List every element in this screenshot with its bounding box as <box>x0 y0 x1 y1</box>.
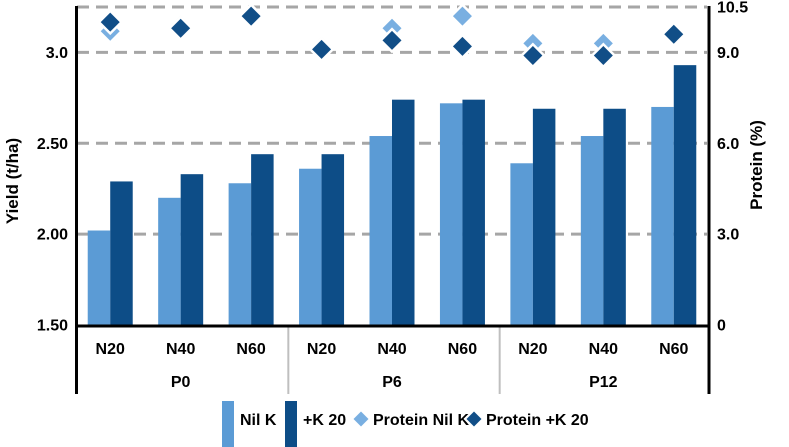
n-category-label: N20 <box>518 341 547 358</box>
right-axis-tick-label: 6.0 <box>717 136 739 153</box>
n-category-label: N60 <box>236 341 265 358</box>
p-group-label: P12 <box>589 374 618 391</box>
n-category-label: N20 <box>307 341 336 358</box>
right-axis-tick-label: 3.0 <box>717 227 739 244</box>
left-axis-tick-label: 3.0 <box>46 45 68 62</box>
bar-plus-k-20 <box>110 181 133 325</box>
left-axis-tick-label: 2.50 <box>37 136 68 153</box>
marker-protein-plus-k-20 <box>171 18 191 38</box>
bar-plus-k-20 <box>532 108 556 325</box>
bar-nil-k <box>228 183 252 325</box>
n-category-label: N40 <box>166 341 195 358</box>
right-axis-title: Protein (%) <box>747 120 766 210</box>
marker-protein-plus-k-20 <box>452 36 472 56</box>
marker-protein-plus-k-20 <box>100 12 120 32</box>
p-group-label: P0 <box>171 374 191 391</box>
bar-plus-k-20 <box>462 99 485 325</box>
bar-nil-k <box>158 197 181 325</box>
p-group-label: P6 <box>382 374 402 391</box>
bar-plus-k-20 <box>321 154 345 325</box>
bar-plus-k-20 <box>392 99 415 325</box>
right-axis-tick-label: 10.5 <box>717 0 748 17</box>
bar-nil-k <box>299 168 322 325</box>
left-axis-title: Yield (t/ha) <box>3 138 22 224</box>
n-category-label: N20 <box>96 341 125 358</box>
bar-plus-k-20 <box>180 174 204 325</box>
legend-label: Protein Nil K <box>373 412 469 429</box>
marker-protein-plus-k-20 <box>593 45 613 65</box>
n-category-label: N60 <box>659 341 688 358</box>
n-category-label: N40 <box>377 341 406 358</box>
right-axis-tick-label: 0 <box>717 318 726 335</box>
n-category-label: N60 <box>448 341 477 358</box>
marker-protein-plus-k-20 <box>382 30 402 50</box>
marker-protein-plus-k-20 <box>312 39 332 59</box>
bar-nil-k <box>439 103 463 326</box>
right-axis-tick-label: 9.0 <box>717 45 739 62</box>
bar-nil-k <box>87 230 111 325</box>
legend-label: Nil K <box>240 412 277 429</box>
bar-nil-k <box>369 136 392 325</box>
legend-label: Protein +K 20 <box>486 412 589 429</box>
marker-protein-plus-k-20 <box>664 24 684 44</box>
marker-protein-nil-k <box>452 6 472 26</box>
legend-swatch-diamond <box>466 411 482 427</box>
legend-swatch-bar <box>222 401 234 447</box>
bar-plus-k-20 <box>251 154 274 325</box>
n-category-label: N40 <box>589 341 618 358</box>
bar-plus-k-20 <box>673 65 697 326</box>
legend-swatch-diamond <box>353 411 369 427</box>
legend: Nil K +K 20 Protein Nil K Protein +K 20 <box>222 401 589 447</box>
bar-nil-k <box>651 106 674 325</box>
bar-nil-k <box>580 136 604 325</box>
left-axis-tick-label: 2.00 <box>37 227 68 244</box>
bar-nil-k <box>510 163 533 325</box>
legend-label: +K 20 <box>303 412 346 429</box>
left-axis-tick-label: 1.50 <box>37 318 68 335</box>
marker-protein-plus-k-20 <box>241 6 261 26</box>
marker-protein-plus-k-20 <box>523 45 543 65</box>
bar-plus-k-20 <box>603 108 626 325</box>
legend-swatch-bar <box>285 401 297 447</box>
